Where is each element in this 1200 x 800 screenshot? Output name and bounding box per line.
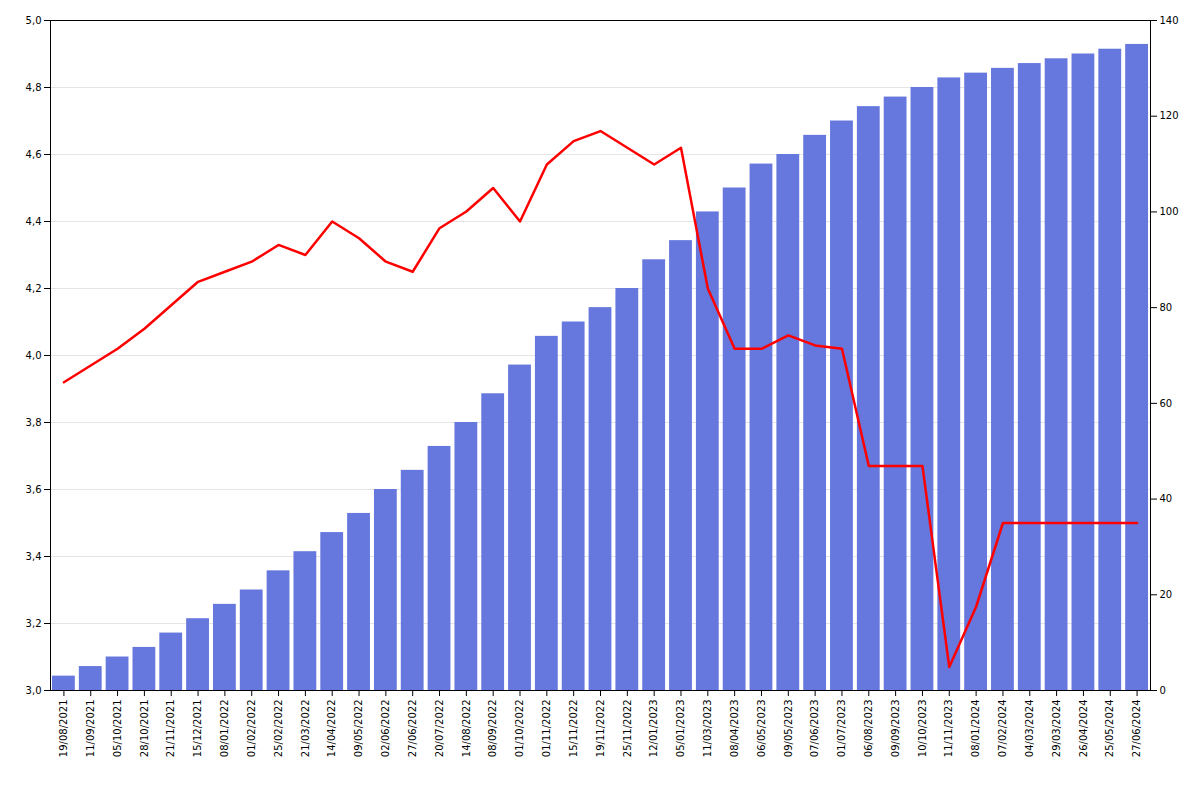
svg-text:08/09/2022: 08/09/2022: [487, 700, 498, 758]
svg-text:01/10/2022: 01/10/2022: [514, 700, 525, 758]
svg-text:15/11/2022: 15/11/2022: [568, 700, 579, 758]
svg-text:29/03/2024: 29/03/2024: [1051, 700, 1062, 758]
svg-text:120: 120: [1160, 110, 1179, 121]
svg-text:08/04/2023: 08/04/2023: [729, 700, 740, 758]
svg-text:02/06/2022: 02/06/2022: [380, 700, 391, 758]
svg-text:09/05/2022: 09/05/2022: [353, 700, 364, 758]
svg-text:100: 100: [1160, 206, 1179, 217]
svg-text:3,6: 3,6: [26, 484, 42, 495]
svg-text:14/08/2022: 14/08/2022: [461, 700, 472, 758]
svg-text:07/06/2023: 07/06/2023: [809, 700, 820, 758]
svg-text:20/07/2022: 20/07/2022: [434, 700, 445, 758]
svg-text:5,0: 5,0: [26, 15, 42, 26]
svg-text:140: 140: [1160, 15, 1179, 26]
svg-text:05/10/2021: 05/10/2021: [112, 700, 123, 758]
svg-text:60: 60: [1160, 398, 1173, 409]
svg-text:4,2: 4,2: [26, 283, 42, 294]
svg-text:11/11/2023: 11/11/2023: [943, 700, 954, 758]
svg-text:25/05/2024: 25/05/2024: [1104, 700, 1115, 758]
svg-text:19/11/2022: 19/11/2022: [595, 700, 606, 758]
svg-text:26/04/2024: 26/04/2024: [1078, 700, 1089, 758]
svg-text:4,0: 4,0: [26, 350, 42, 361]
svg-text:21/03/2022: 21/03/2022: [300, 700, 311, 758]
svg-text:01/02/2022: 01/02/2022: [246, 700, 257, 758]
svg-text:27/06/2024: 27/06/2024: [1131, 700, 1142, 758]
svg-text:15/12/2021: 15/12/2021: [192, 700, 203, 758]
svg-text:25/02/2022: 25/02/2022: [273, 700, 284, 758]
svg-text:4,6: 4,6: [26, 149, 42, 160]
svg-text:3,2: 3,2: [26, 618, 42, 629]
svg-text:27/06/2022: 27/06/2022: [407, 700, 418, 758]
svg-text:12/01/2023: 12/01/2023: [648, 700, 659, 758]
svg-text:11/03/2023: 11/03/2023: [702, 700, 713, 758]
svg-text:20: 20: [1160, 589, 1173, 600]
svg-text:25/11/2022: 25/11/2022: [622, 700, 633, 758]
svg-text:14/04/2022: 14/04/2022: [326, 700, 337, 758]
svg-text:09/05/2023: 09/05/2023: [783, 700, 794, 758]
svg-text:11/09/2021: 11/09/2021: [85, 700, 96, 758]
svg-text:04/03/2024: 04/03/2024: [1024, 700, 1035, 758]
svg-text:19/08/2021: 19/08/2021: [58, 700, 69, 758]
svg-text:01/11/2022: 01/11/2022: [541, 700, 552, 758]
svg-text:07/02/2024: 07/02/2024: [997, 700, 1008, 758]
svg-text:21/11/2021: 21/11/2021: [165, 700, 176, 758]
svg-text:3,8: 3,8: [26, 417, 42, 428]
svg-text:4,4: 4,4: [26, 216, 42, 227]
svg-text:08/01/2022: 08/01/2022: [219, 700, 230, 758]
svg-text:3,4: 3,4: [26, 551, 42, 562]
svg-text:09/09/2023: 09/09/2023: [890, 700, 901, 758]
svg-text:06/08/2023: 06/08/2023: [863, 700, 874, 758]
svg-text:40: 40: [1160, 493, 1173, 504]
svg-text:0: 0: [1160, 685, 1166, 696]
svg-text:05/01/2023: 05/01/2023: [675, 700, 686, 758]
svg-text:01/07/2023: 01/07/2023: [836, 700, 847, 758]
svg-text:10/10/2023: 10/10/2023: [917, 700, 928, 758]
svg-text:80: 80: [1160, 302, 1173, 313]
svg-text:08/01/2024: 08/01/2024: [970, 700, 981, 758]
svg-text:4,8: 4,8: [26, 82, 42, 93]
svg-text:06/05/2023: 06/05/2023: [756, 700, 767, 758]
svg-text:28/10/2021: 28/10/2021: [139, 700, 150, 758]
svg-text:3,0: 3,0: [26, 685, 42, 696]
